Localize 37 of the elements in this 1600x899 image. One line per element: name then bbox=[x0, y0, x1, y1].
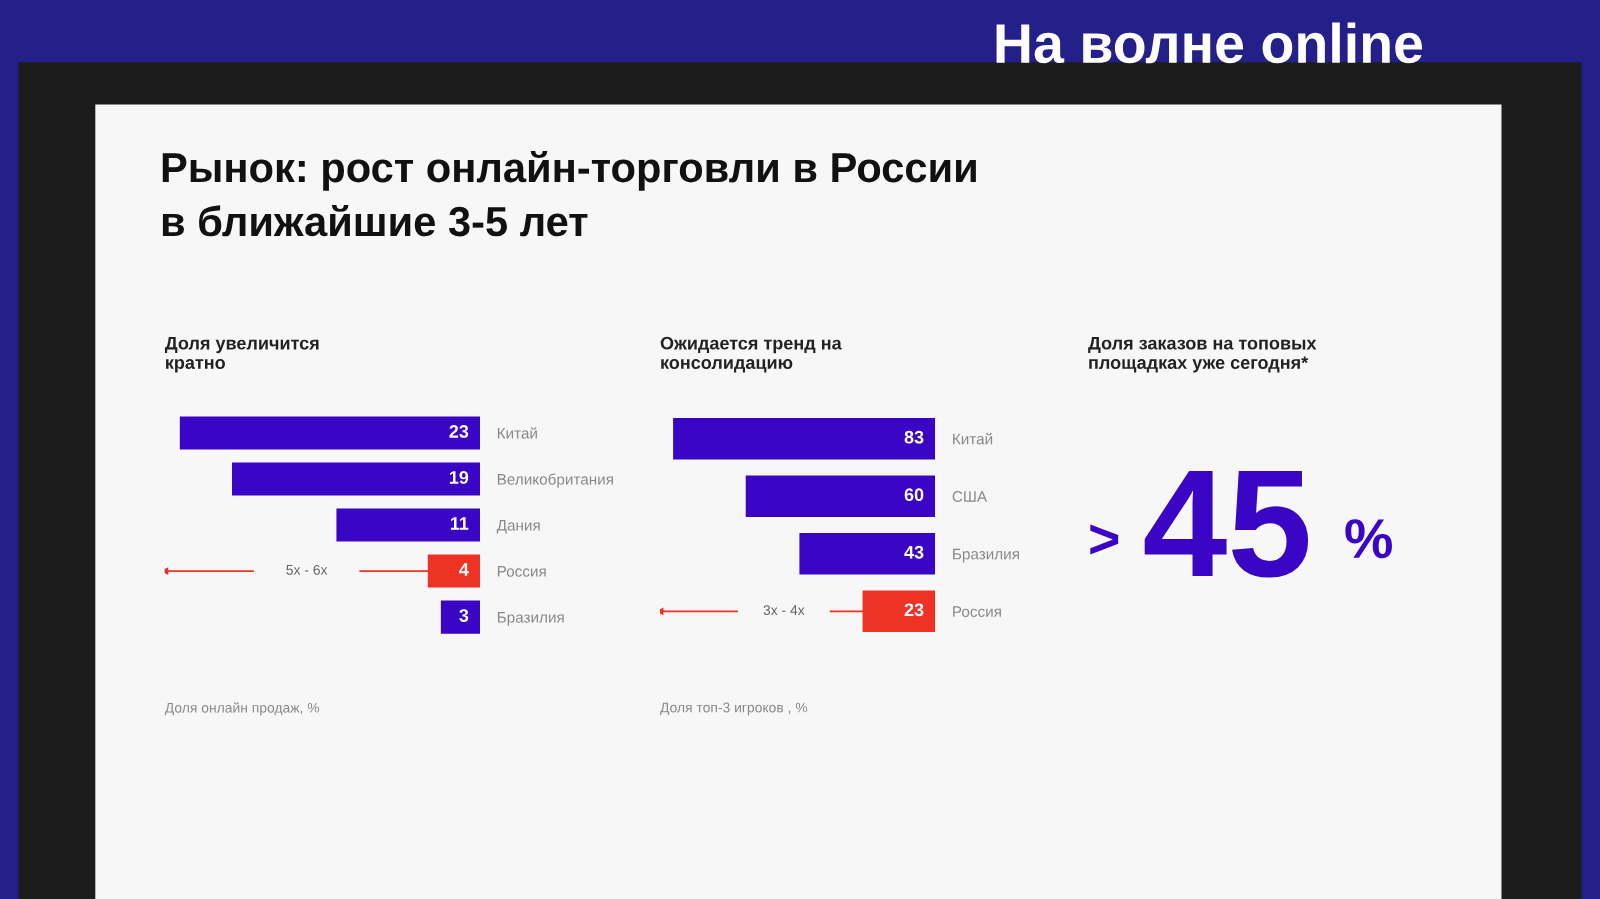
y-tick-label: Китай bbox=[497, 427, 537, 439]
text: Доля заказов на топовых площадках уже сегодня* bbox=[1088, 336, 1317, 373]
annotation: 5x - 6x bbox=[286, 564, 328, 575]
y-tick-label: Дания bbox=[496, 520, 540, 534]
bar bbox=[232, 462, 480, 496]
chart-title: Ожидается тренд на консолидацию bbox=[660, 336, 842, 373]
text: На волне online bbox=[996, 22, 1423, 64]
bar bbox=[179, 416, 480, 450]
data-label: 19 bbox=[449, 471, 469, 484]
x-axis-title: Доля онлайн продаж, % bbox=[164, 702, 320, 716]
annotation: 3x - 4x bbox=[763, 605, 805, 616]
y-tick-label: Бразилия bbox=[497, 612, 564, 626]
y-tick-label: Россия bbox=[497, 566, 546, 577]
y-tick-label: Россия bbox=[953, 606, 1001, 618]
data-label: 11 bbox=[450, 517, 469, 530]
data-label: 4 bbox=[459, 563, 469, 576]
bar bbox=[440, 600, 480, 634]
y-tick-label: Великобритания bbox=[497, 473, 613, 488]
text: > bbox=[1090, 524, 1119, 555]
data-label: 60 bbox=[904, 488, 924, 502]
data-label: 23 bbox=[449, 425, 469, 438]
text: Рынок: рост онлайн-торговли в России в ближайшие 3-5 лет bbox=[162, 150, 976, 237]
y-tick-label: Бразилия bbox=[953, 548, 1019, 563]
bar bbox=[673, 418, 936, 460]
data-label: 43 bbox=[904, 545, 924, 559]
bar bbox=[745, 475, 936, 517]
data-label: 23 bbox=[904, 603, 924, 617]
text: 45 bbox=[1144, 470, 1309, 578]
x-axis-title: Доля топ-3 игроков , % bbox=[660, 702, 808, 716]
bar bbox=[336, 508, 480, 542]
y-tick-label: Китай bbox=[953, 432, 993, 445]
chart-title: Доля увеличится кратно bbox=[164, 336, 319, 373]
text: % bbox=[1345, 519, 1392, 559]
data-label: 3 bbox=[459, 609, 469, 622]
bar bbox=[799, 533, 936, 575]
y-tick-label: США bbox=[952, 491, 988, 502]
data-label: 83 bbox=[904, 430, 924, 444]
